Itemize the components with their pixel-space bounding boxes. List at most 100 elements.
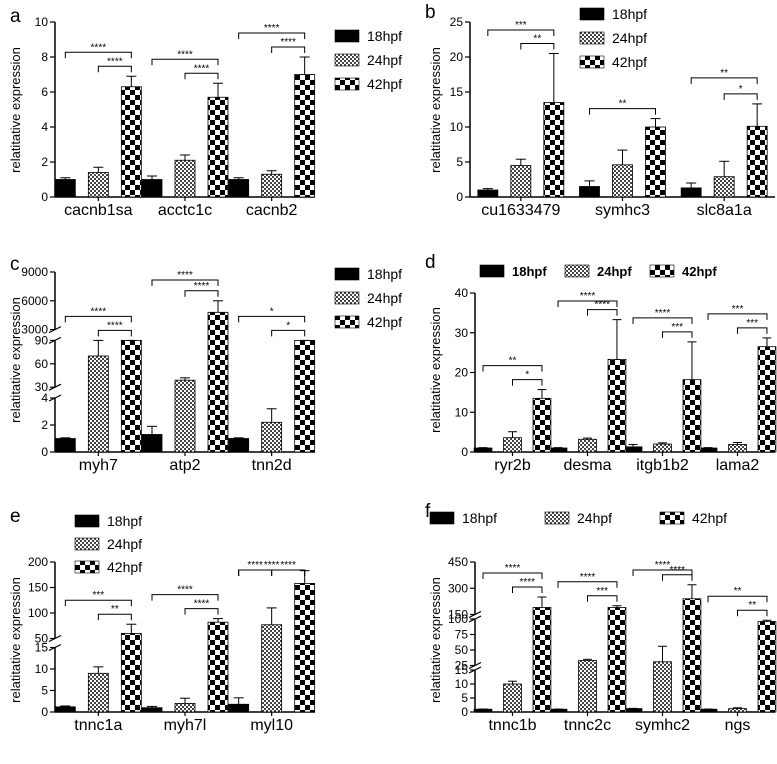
- bar-18hpf-symhc2: [623, 708, 643, 713]
- panel-label-c: c: [10, 254, 20, 275]
- significance-bracket: [482, 365, 543, 372]
- bar-18hpf-tnn2d: [228, 438, 250, 453]
- legend-label-18hpf: 18hpf: [367, 266, 402, 282]
- bar-42hpf-tnnc1b: [532, 607, 552, 713]
- panel-d: d relatitative expression 0 10 20 30 40 ryr2b de…: [425, 252, 777, 474]
- bar-42hpf-cacnb2: [294, 74, 316, 198]
- y-tick-label: 450: [448, 555, 468, 569]
- bar-24hpf-symhc3: [612, 164, 633, 198]
- significance-bracket: [707, 313, 768, 320]
- y-tick-label: 15: [455, 663, 469, 677]
- legend-label-42hpf: 42hpf: [367, 314, 402, 330]
- category-label: tnnc1a: [74, 717, 122, 734]
- bar-42hpf-tnnc2c: [607, 607, 627, 713]
- bar-42hpf-cu1633479: [543, 102, 565, 198]
- significance-bracket: [271, 329, 306, 337]
- significance-label: ****: [91, 42, 107, 53]
- axis-break-mark: [468, 666, 482, 674]
- y-tick-label: 20: [455, 366, 469, 380]
- legend-label-18hpf: 18hpf: [367, 28, 402, 44]
- significance-label: ****: [655, 560, 671, 571]
- bar-24hpf-atp2: [174, 379, 196, 453]
- significance-label: ****: [177, 270, 193, 281]
- bar-18hpf-slc8a1a: [680, 187, 702, 198]
- bar-18hpf-myh7: [54, 438, 76, 453]
- significance-bracket: [97, 613, 132, 621]
- legend-label-18hpf: 18hpf: [462, 510, 497, 526]
- y-axis-label: relatitative expression: [8, 577, 23, 703]
- significance-label: ****: [107, 56, 123, 67]
- bar-42hpf-lama2: [757, 346, 777, 453]
- y-axis-label: relatitative expression: [428, 577, 443, 703]
- bar-24hpf-tnn2d: [261, 421, 283, 453]
- bar-18hpf-tnnc1a: [54, 706, 76, 713]
- y-tick-label: 0: [461, 445, 468, 459]
- significance-bracket: [487, 29, 555, 36]
- category-label: ngs: [725, 717, 751, 734]
- significance-label: ***: [92, 590, 104, 601]
- bar-18hpf-ngs: [698, 708, 718, 713]
- y-tick-label: 100: [448, 612, 468, 626]
- category-label: lama2: [716, 457, 760, 474]
- significance-label: ****: [177, 585, 193, 596]
- y-tick-label: 90: [35, 333, 49, 347]
- category-label: cu1633479: [481, 202, 560, 219]
- y-tick-label: 4: [41, 391, 48, 405]
- significance-bracket: [151, 58, 219, 66]
- bar-24hpf-tnnc1a: [87, 672, 109, 713]
- significance-label: **: [734, 586, 742, 597]
- category-label: desma: [563, 457, 611, 474]
- significance-bracket: [271, 46, 306, 53]
- legend-label-24hpf: 24hpf: [367, 290, 402, 306]
- legend-swatch-24hpf: [544, 511, 570, 525]
- bar-24hpf-cacnb1sa: [87, 172, 109, 198]
- y-tick-label: 150: [28, 581, 48, 595]
- bar-42hpf-tnnc1a: [120, 633, 142, 713]
- significance-bracket: [512, 379, 543, 386]
- y-tick-label: 5: [456, 155, 463, 169]
- significance-label: ****: [655, 308, 671, 319]
- significance-bracket: [723, 93, 758, 100]
- bar-18hpf-cu1633479: [477, 189, 499, 198]
- bar-24hpf-symhc2: [653, 661, 672, 713]
- significance-bracket: [238, 569, 306, 576]
- significance-bracket: [151, 594, 219, 601]
- significance-label: ****: [247, 560, 263, 571]
- y-tick-label: 20: [450, 50, 464, 64]
- significance-label: **: [533, 34, 541, 45]
- bar-18hpf-desma: [548, 447, 568, 453]
- category-label: myl10: [250, 717, 293, 734]
- y-tick-label: 15: [35, 641, 49, 655]
- bar-42hpf-desma: [607, 358, 627, 453]
- bar-42hpf-tnn2d: [294, 339, 316, 453]
- y-tick-label: 25: [455, 659, 469, 673]
- legend-label-24hpf: 24hpf: [577, 510, 612, 526]
- legend-swatch-42hpf: [334, 77, 360, 91]
- y-tick-label: 2: [41, 155, 48, 169]
- significance-label: **: [619, 99, 627, 110]
- significance-bracket: [690, 77, 758, 84]
- legend-swatch-24hpf: [74, 537, 100, 551]
- legend-label-42hpf: 42hpf: [367, 76, 402, 92]
- legend-label-42hpf: 42hpf: [612, 54, 647, 70]
- legend-swatch-18hpf: [479, 264, 505, 278]
- bar-24hpf-cacnb2: [261, 173, 283, 198]
- y-tick-label: 15: [450, 85, 464, 99]
- significance-label: ****: [280, 560, 296, 571]
- significance-label: ****: [194, 281, 210, 292]
- category-label: tnn2d: [252, 457, 292, 474]
- bar-42hpf-cacnb1sa: [120, 86, 142, 198]
- y-tick-label: 5: [41, 684, 48, 698]
- y-tick-label: 4: [41, 120, 48, 134]
- y-tick-label: 30: [35, 380, 49, 394]
- category-label: myh7l: [164, 717, 207, 734]
- panel-label-b: b: [425, 2, 436, 23]
- bar-18hpf-cacnb2: [228, 179, 250, 198]
- bar-42hpf-symhc3: [645, 126, 666, 198]
- legend-swatch-42hpf: [334, 315, 360, 329]
- legend-label-24hpf: 24hpf: [597, 264, 632, 279]
- bar-24hpf-lama2: [728, 444, 747, 453]
- bar-24hpf-ngs: [728, 708, 747, 713]
- significance-label: ***: [746, 318, 758, 329]
